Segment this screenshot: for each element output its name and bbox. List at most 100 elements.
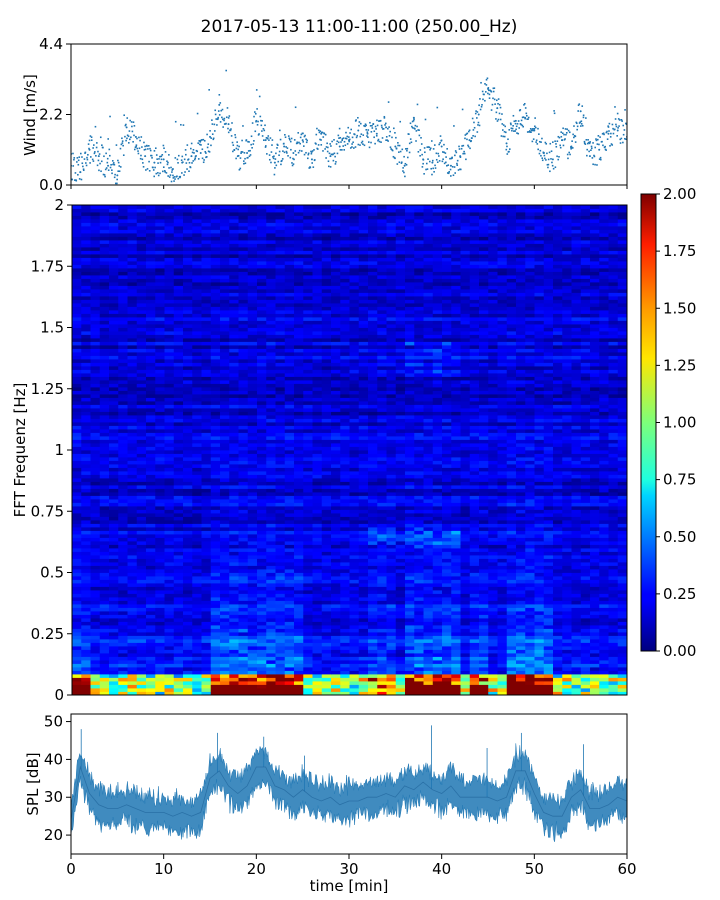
heatmap-cell: [192, 670, 202, 675]
wind-point: [582, 116, 585, 119]
heatmap-cell: [257, 600, 267, 605]
heatmap-cell: [136, 611, 147, 615]
heatmap-cell: [543, 523, 554, 528]
wind-point: [139, 157, 142, 160]
heatmap-cell: [266, 663, 276, 668]
heatmap-cell: [284, 611, 295, 615]
heatmap-cell: [331, 478, 341, 482]
heatmap-cell: [312, 509, 323, 514]
heatmap-cell: [590, 544, 600, 549]
heatmap-cell: [210, 684, 221, 689]
heatmap-cell: [608, 621, 619, 626]
wind-point: [460, 147, 463, 150]
heatmap-cell: [506, 590, 517, 594]
heatmap-cell: [571, 513, 582, 517]
heatmap-cell: [294, 488, 304, 493]
heatmap-cell: [303, 551, 313, 556]
wind-point: [605, 149, 607, 151]
wind-point: [92, 147, 94, 149]
heatmap-cell: [192, 579, 202, 584]
wind-point: [552, 141, 554, 143]
wind-point: [335, 143, 338, 145]
heatmap-cell: [562, 548, 572, 552]
wind-point: [435, 152, 438, 155]
wind-point: [84, 151, 87, 154]
heatmap-cell: [173, 576, 184, 580]
heatmap-cell: [340, 495, 350, 500]
wind-point: [199, 151, 202, 154]
heatmap-cell: [497, 506, 508, 510]
heatmap-cell: [146, 639, 156, 643]
wind-point: [449, 164, 452, 167]
heatmap-cell: [617, 614, 627, 619]
heatmap-cell: [590, 506, 600, 510]
heatmap-cell: [275, 485, 286, 489]
heatmap-cell: [386, 520, 397, 524]
heatmap-cell: [423, 646, 434, 650]
heatmap-cell: [331, 471, 341, 475]
wind-point: [294, 150, 297, 152]
heatmap-cell: [469, 667, 480, 671]
heatmap-cell: [395, 548, 406, 552]
heatmap-cell: [173, 534, 184, 538]
wind-point: [625, 138, 627, 141]
heatmap-cell: [562, 639, 572, 643]
heatmap-cell: [266, 572, 276, 577]
wind-point: [458, 148, 461, 150]
heatmap-cell: [220, 597, 230, 601]
heatmap-cell: [321, 642, 332, 647]
heatmap-cell: [247, 611, 258, 615]
heatmap-cell: [155, 562, 165, 566]
heatmap-cell: [525, 667, 535, 671]
heatmap-cell: [479, 541, 489, 545]
heatmap-cell: [238, 506, 249, 510]
heatmap-cell: [331, 586, 341, 591]
heatmap-cell: [368, 523, 378, 528]
heatmap-cell: [238, 663, 249, 668]
heatmap-cell: [164, 551, 175, 556]
heatmap-cell: [349, 541, 360, 545]
heatmap-cell: [506, 656, 517, 661]
heatmap-cell: [321, 527, 332, 531]
heatmap-cell: [136, 670, 147, 675]
wind-point: [326, 150, 329, 153]
heatmap-cell: [414, 541, 424, 545]
heatmap-cell: [220, 474, 230, 479]
heatmap-cell: [90, 551, 101, 556]
heatmap-cell: [183, 642, 193, 647]
heatmap-cell: [423, 478, 434, 482]
heatmap-cell: [164, 646, 175, 650]
heatmap-cell: [599, 474, 609, 479]
heatmap-cell: [340, 551, 350, 556]
wind-point: [551, 161, 553, 164]
wind-point: [573, 125, 575, 127]
wind-point: [345, 137, 348, 140]
heatmap-cell: [72, 544, 82, 549]
heatmap-cell: [488, 576, 498, 580]
wind-point: [555, 145, 558, 148]
heatmap-cell: [266, 495, 276, 500]
heatmap-cell: [386, 478, 397, 482]
heatmap-cell: [395, 621, 406, 626]
heatmap-cell: [395, 537, 406, 542]
heatmap-cell: [377, 516, 387, 521]
heatmap-cell: [99, 499, 110, 503]
heatmap-cell: [109, 506, 119, 510]
heatmap-cell: [368, 621, 378, 626]
heatmap-cell: [432, 621, 443, 626]
heatmap-cell: [506, 534, 517, 538]
heatmap-cell: [164, 625, 175, 629]
heatmap-cell: [201, 632, 212, 636]
wind-point: [438, 160, 441, 162]
wind-point: [538, 152, 541, 155]
wind-point: [561, 139, 564, 142]
heatmap-cell: [312, 513, 323, 517]
heatmap-cell: [525, 527, 535, 531]
wind-point: [425, 162, 428, 165]
wind-point: [346, 143, 349, 145]
heatmap-cell: [608, 548, 619, 552]
heatmap-cell: [608, 488, 619, 493]
heatmap-cell: [81, 618, 91, 622]
wind-point: [99, 162, 101, 165]
wind-point: [447, 172, 450, 175]
